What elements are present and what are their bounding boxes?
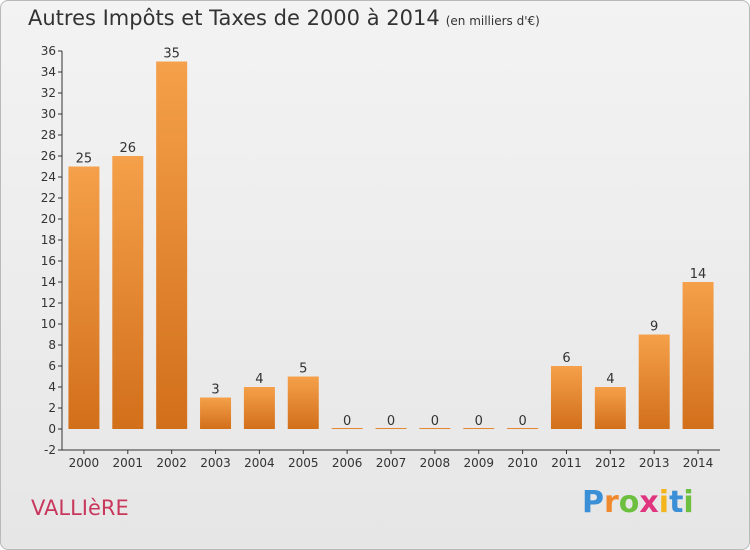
bar [243,387,275,429]
bar [112,156,144,429]
y-tick-label: 22 [41,191,56,205]
data-label: 14 [690,267,707,282]
y-tick-label: 20 [41,212,56,226]
x-tick-label: 2006 [332,456,363,470]
bar [463,428,495,429]
x-tick-label: 2007 [376,456,407,470]
data-label: 5 [299,362,307,377]
bar [419,428,451,429]
data-label: 0 [343,414,351,429]
logo-letter: r [604,485,619,520]
data-label: 3 [211,383,219,398]
bar [331,428,363,429]
data-label: 26 [120,141,137,156]
y-tick-label: 0 [48,422,56,436]
x-tick-label: 2010 [507,456,538,470]
bar [287,376,319,429]
x-tick-label: 2001 [113,456,144,470]
y-tick-label: 28 [41,128,56,142]
y-tick-label: 32 [41,86,56,100]
bar [594,387,626,429]
labels: 2000 25 2001 26 2002 35 2003 3 2004 4 2005 5 2006 0 20… [69,47,714,471]
y-tick-label: 36 [41,44,56,58]
x-tick-label: 2002 [156,456,187,470]
proxiti-logo: Proxiti [582,485,694,520]
x-tick-label: 2000 [69,456,100,470]
y-tick-label: 8 [48,338,56,352]
data-label: 6 [562,351,570,366]
bar [638,334,670,429]
logo-letter: x [639,485,659,520]
bar [156,61,188,429]
y-tick-label: 6 [48,359,56,373]
logo-letter: i [658,485,670,520]
logo-letter: o [618,485,640,520]
y-tick-label: 24 [41,170,56,184]
y-tick-label: -2 [44,443,56,457]
data-label: 0 [475,414,483,429]
data-label: 4 [606,372,614,387]
bars [68,61,714,429]
data-label: 0 [518,414,526,429]
city-name: VALLIèRE [31,496,129,520]
logo-letter: t [669,485,684,520]
data-label: 0 [431,414,439,429]
y-tick-label: 4 [48,380,56,394]
logo-letter: i [683,485,694,520]
logo-letter: P [582,485,604,520]
y-tick-label: 18 [41,233,56,247]
y-tick-label: 16 [41,254,56,268]
data-label: 0 [387,414,395,429]
y-tick-label: 10 [41,317,56,331]
y-tick-label: 30 [41,107,56,121]
chart-unit: (en milliers d'€) [445,14,540,28]
x-tick-label: 2003 [200,456,231,470]
chart-title-text: Autres Impôts et Taxes de 2000 à 2014 [28,6,440,30]
x-tick-label: 2009 [463,456,494,470]
y-tick-label: 12 [41,296,56,310]
y-tick-label: 2 [48,401,56,415]
bar [682,282,714,429]
chart-title: Autres Impôts et Taxes de 2000 à 2014 (en… [28,6,540,30]
bar [507,428,539,429]
data-label: 25 [76,152,93,167]
bar [200,397,232,429]
bar [375,428,407,429]
x-tick-label: 2011 [551,456,582,470]
x-tick-label: 2008 [420,456,451,470]
x-tick-label: 2004 [244,456,275,470]
x-tick-label: 2005 [288,456,319,470]
data-label: 9 [650,320,658,335]
y-tick-label: 34 [41,65,56,79]
x-tick-label: 2013 [639,456,670,470]
bar [68,166,100,429]
y-tick-label: 26 [41,149,56,163]
y-tick-label: 14 [41,275,56,289]
data-label: 4 [255,372,263,387]
x-tick-label: 2014 [683,456,714,470]
x-tick-label: 2012 [595,456,626,470]
data-label: 35 [163,47,180,62]
bar [550,366,582,429]
